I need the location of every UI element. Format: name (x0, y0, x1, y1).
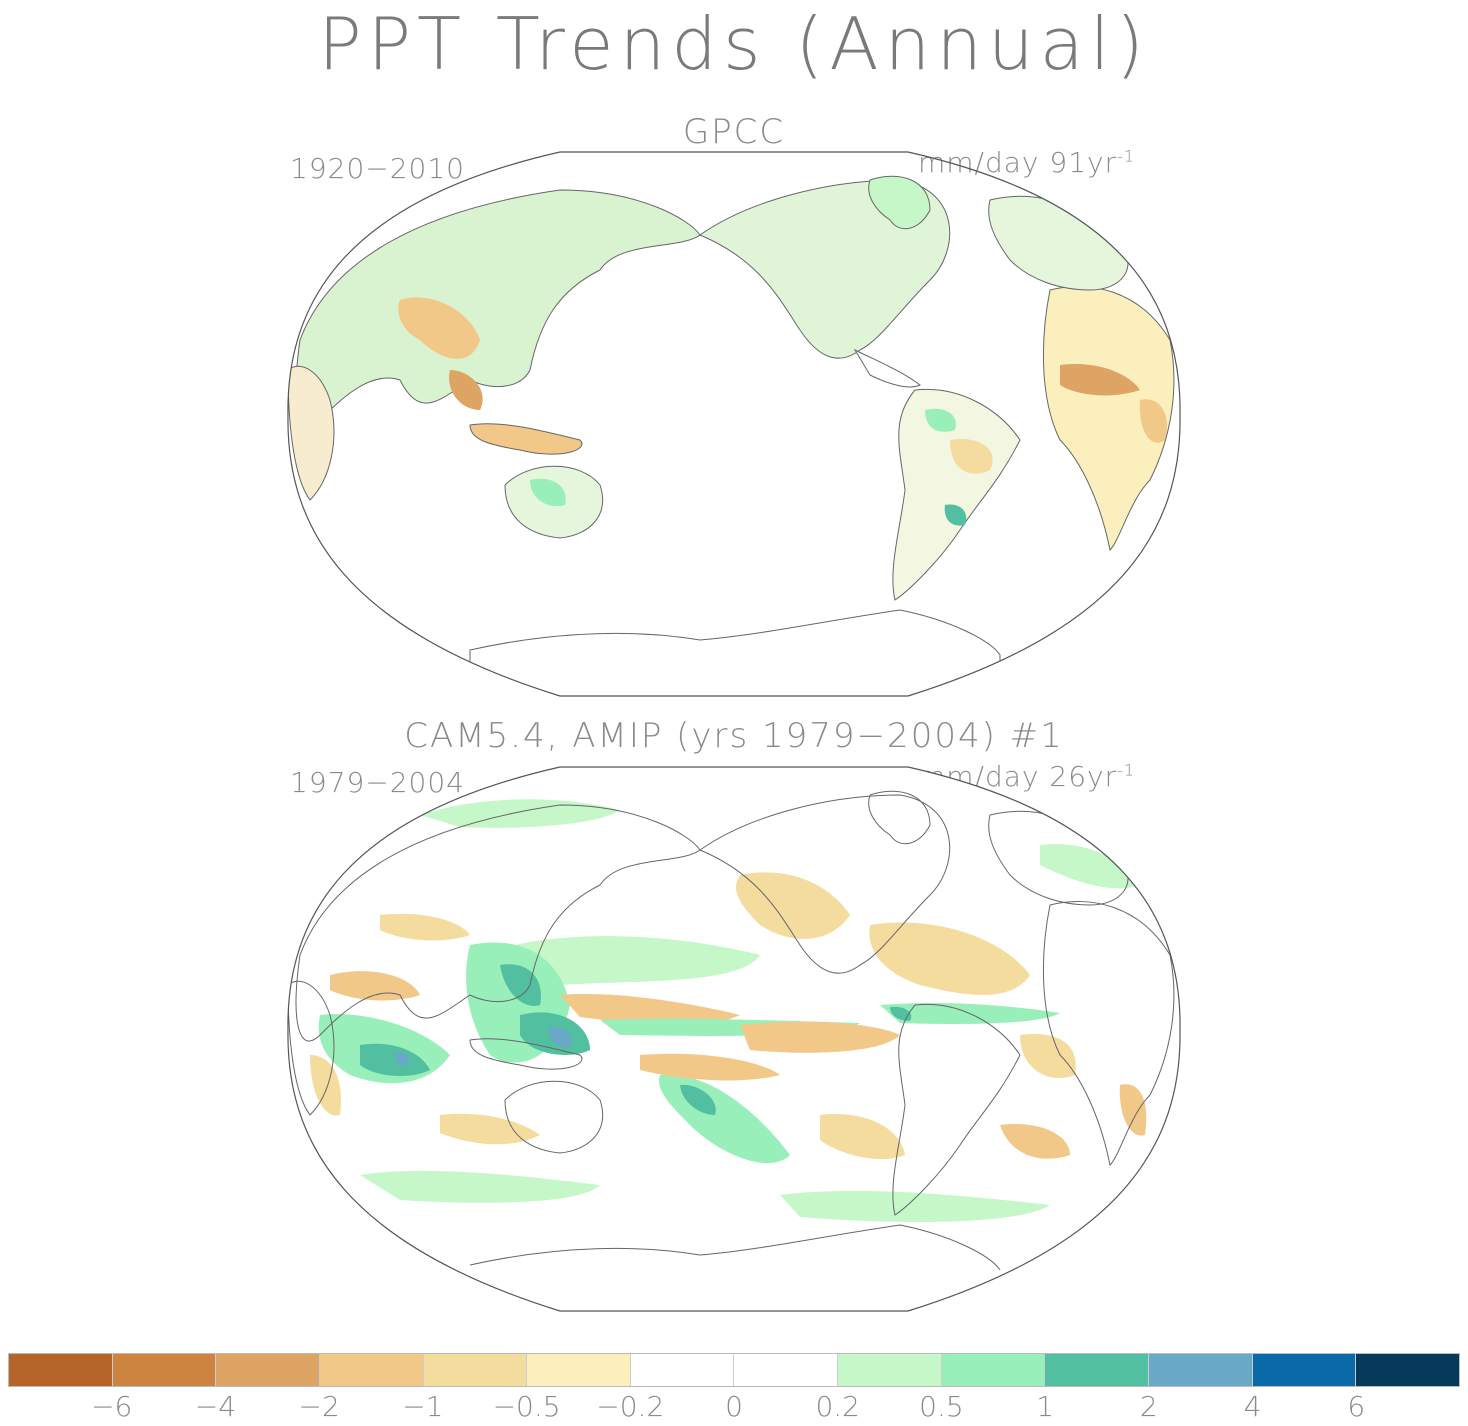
colorbar-swatch (733, 1354, 838, 1386)
colorbar-tick-label: −0.5 (492, 1390, 561, 1423)
band-nwpac-dry (380, 913, 470, 941)
colorbar-tick-label: 2 (1139, 1390, 1158, 1423)
band-satl-dry (1020, 1034, 1076, 1079)
trend-lapl-wet (944, 504, 967, 526)
map-outline-cam (287, 766, 1181, 1312)
colorbar-tick-label: 0.2 (815, 1390, 860, 1423)
colorbar (8, 1353, 1460, 1387)
band-wpac-wet-core (500, 964, 541, 1006)
map-outline-gpcc (287, 151, 1181, 697)
colorbar-swatch (1355, 1354, 1459, 1386)
band-ncpac-dry (640, 1053, 780, 1081)
land-antarctica (469, 609, 1001, 696)
coast-south-america (892, 1003, 1021, 1216)
colorbar-tick-label: −1 (402, 1390, 444, 1423)
band-cpac-dry (740, 1021, 900, 1053)
trend-australia (530, 478, 566, 507)
colorbar-swatch (9, 1354, 112, 1386)
colorbar-swatch (1251, 1354, 1356, 1386)
band-nio-dry (330, 971, 420, 1001)
band-spac-dry (820, 1114, 905, 1160)
colorbar-tick-label: 1 (1036, 1390, 1055, 1423)
colorbar-tick-label: −2 (298, 1390, 340, 1423)
colorbar-tick-label: 4 (1243, 1390, 1262, 1423)
colorbar-swatch (837, 1354, 941, 1386)
trend-sahel-dry (1060, 364, 1140, 396)
coast-north-america (698, 794, 951, 974)
land-indonesia (469, 423, 583, 455)
colorbar-swatch (422, 1354, 527, 1386)
colorbar-tick-label: −4 (194, 1390, 237, 1423)
trend-eafrica-dry (1139, 399, 1168, 443)
panel-title-cam: CAM5.4, AMIP (yrs 1979−2004) #1 (404, 716, 1064, 756)
colorbar-swatch (1148, 1354, 1252, 1386)
colorbar-swatch (629, 1354, 734, 1386)
colorbar-swatch (1044, 1354, 1149, 1386)
colorbar-tick-label: 6 (1347, 1390, 1366, 1423)
period-label-cam: 1979−2004 (290, 766, 465, 799)
band-so-wet (360, 1170, 600, 1203)
colorbar-swatch (215, 1354, 319, 1386)
band-seio-dry (310, 1055, 341, 1116)
colorbar-tick-label: 0.5 (919, 1390, 964, 1423)
coast-africa-west (287, 980, 335, 1116)
band-sio-dry (440, 1113, 540, 1145)
colorbar-tick-label: −0.2 (596, 1390, 665, 1423)
coast-indonesia (469, 1038, 583, 1070)
coast-australia (504, 1080, 604, 1154)
units-exponent: -1 (1117, 146, 1136, 166)
band-spcz-core (680, 1084, 716, 1115)
land-central-america (853, 348, 921, 388)
band-sa-dry (1000, 1124, 1070, 1159)
band-io-peak (394, 1052, 410, 1066)
land-africa-east (1042, 286, 1175, 552)
band-arctic-wet (420, 799, 620, 828)
band-eafr-dry (1119, 1084, 1147, 1136)
land-africa-west (287, 365, 335, 501)
coast-africa-east (1042, 901, 1175, 1167)
trend-amazon-wet (925, 408, 956, 432)
land-greenland (868, 175, 931, 230)
coast-eurasia (295, 804, 701, 1042)
band-atl-core (890, 1006, 912, 1021)
colorbar-swatch (526, 1354, 630, 1386)
land-north-america (698, 179, 951, 359)
trend-brazil-dry (950, 439, 993, 474)
units-exponent: -1 (1117, 760, 1136, 780)
trend-asia-dry2 (449, 370, 483, 410)
land-eurasia (295, 189, 701, 427)
map-cam (287, 766, 1181, 1312)
band-so-wet2 (780, 1190, 1050, 1222)
trend-asia-dry (398, 297, 480, 359)
band-eq-dry (560, 994, 740, 1025)
map-gpcc (287, 151, 1181, 697)
coast-greenland (868, 790, 931, 845)
panel-title-gpcc: GPCC (682, 112, 786, 152)
land-europe (988, 195, 1129, 291)
band-natl-wet (1040, 844, 1140, 889)
band-io-core (360, 1043, 430, 1077)
band-nepac-dry (736, 872, 850, 939)
band-atl-dry (869, 922, 1030, 995)
colorbar-swatch (318, 1354, 423, 1386)
colorbar-swatch (111, 1354, 216, 1386)
band-wpac-peak (548, 1026, 572, 1048)
land-south-america (892, 388, 1021, 601)
coast-antarctica (469, 1224, 1001, 1271)
colorbar-tick-label: 0 (725, 1390, 743, 1423)
main-title: PPT Trends (Annual) (318, 2, 1150, 86)
colorbar-tick-label: −6 (91, 1390, 133, 1423)
period-label-gpcc: 1920−2010 (290, 152, 465, 185)
colorbar-swatch (940, 1354, 1045, 1386)
